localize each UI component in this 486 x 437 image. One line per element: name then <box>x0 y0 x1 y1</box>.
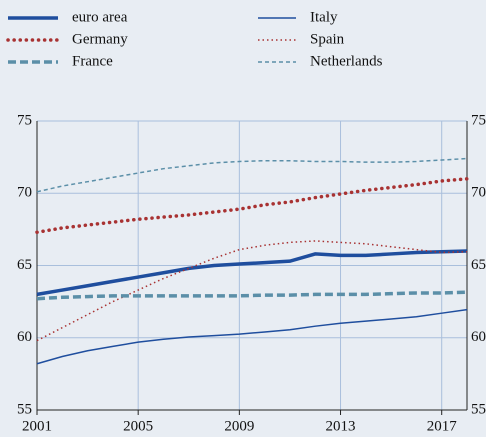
y2-tick-label: 55 <box>471 401 486 417</box>
legend-label: France <box>72 53 113 69</box>
x-tick-label: 2013 <box>326 418 356 434</box>
legend-label: Netherlands <box>310 53 383 69</box>
legend-label: Germany <box>72 31 128 47</box>
y2-tick-label: 60 <box>471 329 486 345</box>
line <box>35 177 469 235</box>
y-tick-label: 55 <box>17 401 32 417</box>
y-tick-label: 75 <box>17 112 32 128</box>
x-tick-label: 2005 <box>123 418 153 434</box>
y2-tick-label: 75 <box>471 112 486 128</box>
line <box>36 157 468 193</box>
legend-label: Italy <box>310 9 338 25</box>
y2-tick-label: 70 <box>471 185 486 201</box>
y2-tick-label: 65 <box>471 257 486 273</box>
y-tick-label: 65 <box>17 257 32 273</box>
line <box>36 290 468 301</box>
x-tick-label: 2017 <box>427 418 458 434</box>
legend-label: euro area <box>72 9 128 25</box>
x-tick-label: 2009 <box>224 418 254 434</box>
line <box>36 240 468 342</box>
y-tick-label: 70 <box>17 185 32 201</box>
line <box>36 249 468 297</box>
y-tick-label: 60 <box>17 329 32 345</box>
line <box>36 308 468 365</box>
x-tick-label: 2001 <box>22 418 52 434</box>
legend-label: Spain <box>310 31 345 47</box>
